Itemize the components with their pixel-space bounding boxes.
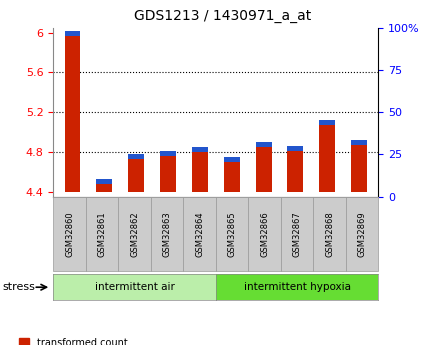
Text: intermittent air: intermittent air	[95, 282, 174, 292]
Bar	[287, 151, 303, 192]
Text: GSM32862: GSM32862	[130, 211, 139, 257]
Bar	[160, 156, 176, 192]
Bar	[192, 152, 208, 192]
Bar	[255, 147, 271, 192]
Text: stress: stress	[2, 282, 35, 292]
Bar	[192, 147, 208, 152]
Bar	[224, 162, 240, 192]
Bar	[128, 159, 144, 192]
Bar	[65, 36, 81, 192]
Bar	[351, 140, 367, 145]
Text: GSM32869: GSM32869	[357, 211, 367, 257]
Bar	[320, 125, 335, 192]
Text: GSM32866: GSM32866	[260, 211, 269, 257]
Bar	[320, 120, 335, 125]
Text: GSM32861: GSM32861	[97, 211, 107, 257]
Text: GSM32864: GSM32864	[195, 211, 204, 257]
Bar	[255, 142, 271, 147]
Bar	[351, 145, 367, 192]
Bar	[160, 151, 176, 156]
Text: GDS1213 / 1430971_a_at: GDS1213 / 1430971_a_at	[134, 9, 311, 23]
Bar	[224, 157, 240, 162]
Bar	[287, 146, 303, 151]
Text: GSM32863: GSM32863	[162, 211, 172, 257]
Bar	[97, 184, 112, 192]
Text: intermittent hypoxia: intermittent hypoxia	[243, 282, 351, 292]
Text: GSM32865: GSM32865	[227, 211, 237, 257]
Text: GSM32868: GSM32868	[325, 211, 334, 257]
Bar	[128, 154, 144, 159]
Legend: transformed count, percentile rank within the sample: transformed count, percentile rank withi…	[19, 338, 202, 345]
Bar	[65, 31, 81, 36]
Text: GSM32867: GSM32867	[292, 211, 302, 257]
Bar	[97, 179, 112, 184]
Text: GSM32860: GSM32860	[65, 211, 74, 257]
